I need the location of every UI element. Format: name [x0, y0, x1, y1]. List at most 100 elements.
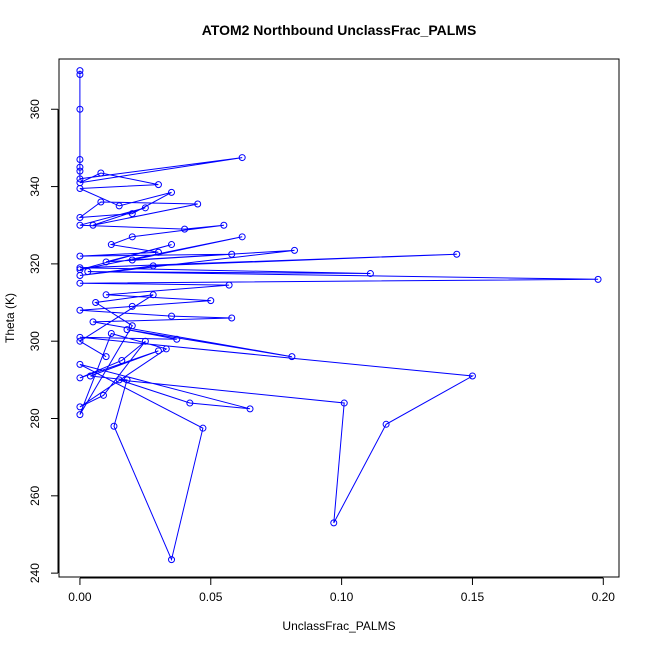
data-point	[92, 299, 100, 307]
data-point	[99, 391, 107, 399]
data-point	[76, 264, 84, 272]
data-point	[453, 250, 461, 258]
data-point	[76, 337, 84, 345]
data-point	[76, 105, 84, 113]
data-point	[107, 329, 115, 337]
data-point	[366, 270, 374, 278]
data-point	[102, 258, 110, 266]
data-point	[123, 326, 131, 334]
data-point	[118, 357, 126, 365]
data-point	[168, 556, 176, 564]
data-point	[76, 67, 84, 75]
data-point	[76, 306, 84, 314]
data-point	[102, 291, 110, 299]
data-point	[194, 200, 202, 208]
y-axis: 240 260 280 300 320 340 360	[28, 99, 59, 583]
data-point	[76, 185, 84, 192]
data-point	[86, 372, 94, 380]
data-point	[382, 420, 390, 428]
data-point	[76, 411, 84, 419]
data-point	[168, 188, 176, 196]
x-tick-label: 0.00	[68, 590, 92, 604]
data-point	[291, 246, 299, 254]
data-point	[76, 374, 84, 382]
x-tick-label: 0.10	[330, 590, 354, 604]
data-point	[97, 198, 105, 206]
data-point	[76, 252, 84, 260]
series-line	[78, 70, 599, 562]
data-point	[76, 360, 84, 368]
data-point	[238, 154, 246, 162]
data-point	[141, 337, 149, 345]
data-point	[128, 322, 136, 330]
plot-frame	[58, 58, 620, 578]
data-point	[154, 181, 162, 189]
data-point	[128, 302, 136, 310]
data-point	[149, 262, 157, 270]
data-point	[168, 312, 176, 320]
y-tick-label: 240	[28, 563, 42, 583]
series-layer	[76, 67, 602, 564]
data-point	[76, 403, 84, 411]
data-point	[76, 156, 84, 164]
data-point	[76, 167, 84, 175]
data-point	[149, 291, 157, 299]
data-point	[76, 333, 84, 341]
data-point	[225, 281, 233, 289]
chart-title: ATOM2 Northbound UnclassFrac_PALMS	[202, 22, 477, 38]
data-point	[123, 376, 131, 384]
data-point	[128, 210, 136, 218]
data-point	[84, 268, 92, 276]
data-point	[76, 213, 84, 221]
y-tick-label: 300	[28, 331, 42, 351]
data-point	[340, 399, 348, 407]
y-axis-label: Theta (K)	[3, 293, 17, 343]
data-point	[76, 279, 84, 287]
x-axis-label: UnclassFrac_PALMS	[282, 619, 395, 633]
data-point	[168, 241, 176, 249]
data-point	[162, 345, 170, 353]
data-point	[128, 256, 136, 264]
y-tick-label: 260	[28, 485, 42, 505]
data-point	[115, 376, 123, 384]
data-point	[594, 275, 602, 283]
data-point	[186, 399, 194, 407]
y-tick-label: 320	[28, 254, 42, 274]
data-point	[228, 314, 236, 322]
data-point	[199, 424, 207, 432]
y-tick-label: 280	[28, 408, 42, 428]
data-point	[76, 271, 84, 279]
x-axis: 0.00 0.05 0.10 0.15 0.20	[68, 577, 616, 604]
data-point	[76, 175, 84, 183]
data-point	[89, 221, 97, 229]
data-point	[220, 221, 228, 229]
data-point	[181, 225, 189, 233]
data-point	[288, 353, 296, 361]
data-point	[173, 335, 181, 343]
data-point	[141, 204, 149, 212]
data-point	[89, 318, 97, 326]
data-point	[102, 353, 110, 361]
data-point	[154, 248, 162, 256]
data-point	[228, 250, 236, 258]
data-point	[115, 202, 123, 210]
data-point	[76, 70, 84, 78]
data-point	[330, 519, 338, 527]
data-point	[97, 169, 105, 177]
data-point	[76, 221, 84, 229]
data-point	[110, 422, 118, 430]
data-point	[76, 163, 84, 171]
data-point	[238, 233, 246, 241]
x-tick-label: 0.05	[199, 590, 223, 604]
y-tick-label: 360	[28, 99, 42, 119]
x-tick-label: 0.20	[592, 590, 616, 604]
data-point	[128, 233, 136, 241]
data-point	[468, 372, 476, 380]
data-point	[154, 347, 162, 355]
data-point	[246, 405, 254, 413]
x-tick-label: 0.15	[461, 590, 485, 604]
data-point	[107, 241, 115, 249]
data-point	[207, 297, 215, 305]
y-tick-label: 340	[28, 176, 42, 196]
